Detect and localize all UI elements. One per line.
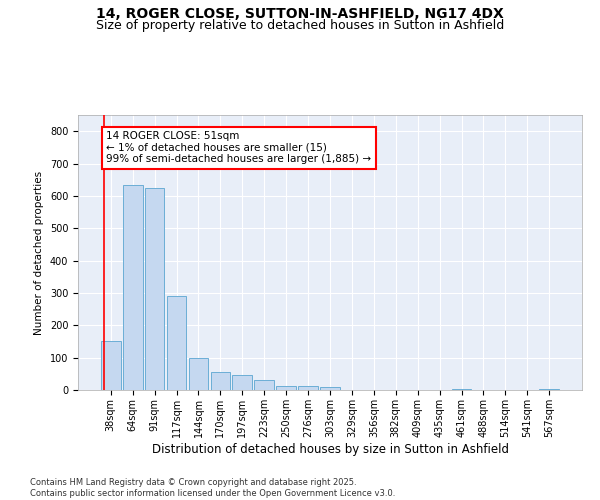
Bar xyxy=(298,386,318,390)
Y-axis label: Number of detached properties: Number of detached properties xyxy=(34,170,44,334)
Text: 14 ROGER CLOSE: 51sqm
← 1% of detached houses are smaller (15)
99% of semi-detac: 14 ROGER CLOSE: 51sqm ← 1% of detached h… xyxy=(106,131,371,164)
Bar xyxy=(539,389,559,390)
Bar xyxy=(211,372,230,390)
Bar xyxy=(188,358,208,390)
Bar xyxy=(232,376,252,390)
Bar xyxy=(101,342,121,390)
X-axis label: Distribution of detached houses by size in Sutton in Ashfield: Distribution of detached houses by size … xyxy=(151,442,509,456)
Bar xyxy=(167,296,187,390)
Bar xyxy=(320,388,340,390)
Bar xyxy=(145,188,164,390)
Text: 14, ROGER CLOSE, SUTTON-IN-ASHFIELD, NG17 4DX: 14, ROGER CLOSE, SUTTON-IN-ASHFIELD, NG1… xyxy=(96,8,504,22)
Text: Contains HM Land Registry data © Crown copyright and database right 2025.
Contai: Contains HM Land Registry data © Crown c… xyxy=(30,478,395,498)
Bar xyxy=(276,386,296,390)
Bar xyxy=(452,389,472,390)
Bar xyxy=(123,184,143,390)
Bar xyxy=(254,380,274,390)
Text: Size of property relative to detached houses in Sutton in Ashfield: Size of property relative to detached ho… xyxy=(96,18,504,32)
